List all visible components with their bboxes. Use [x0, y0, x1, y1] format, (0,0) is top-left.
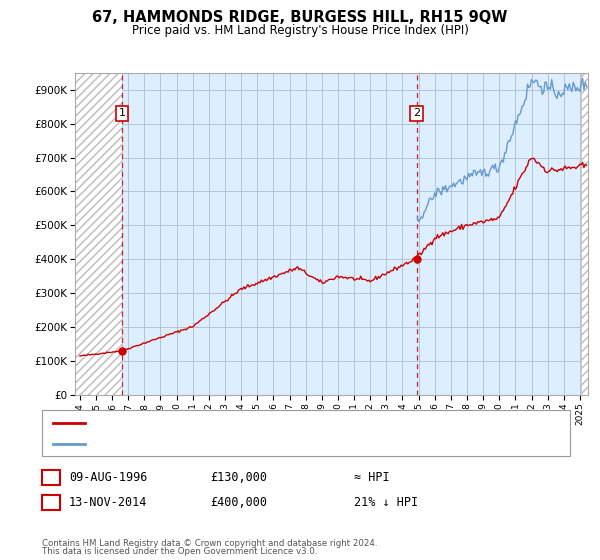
Text: £130,000: £130,000 [210, 471, 267, 484]
Bar [581, 73, 588, 395]
Text: 1: 1 [118, 109, 125, 119]
Text: This data is licensed under the Open Government Licence v3.0.: This data is licensed under the Open Gov… [42, 547, 317, 556]
Text: 2: 2 [413, 109, 420, 119]
Text: ≈ HPI: ≈ HPI [354, 471, 389, 484]
Text: 67, HAMMONDS RIDGE, BURGESS HILL, RH15 9QW (detached house): 67, HAMMONDS RIDGE, BURGESS HILL, RH15 9… [92, 418, 470, 428]
Text: 21% ↓ HPI: 21% ↓ HPI [354, 496, 418, 509]
Text: 67, HAMMONDS RIDGE, BURGESS HILL, RH15 9QW: 67, HAMMONDS RIDGE, BURGESS HILL, RH15 9… [92, 10, 508, 25]
Text: 1: 1 [47, 471, 55, 484]
Text: Contains HM Land Registry data © Crown copyright and database right 2024.: Contains HM Land Registry data © Crown c… [42, 539, 377, 548]
Text: 2: 2 [47, 496, 55, 509]
Bar [75, 73, 122, 395]
Text: HPI: Average price, detached house, Mid Sussex: HPI: Average price, detached house, Mid … [92, 439, 356, 449]
Text: £400,000: £400,000 [210, 496, 267, 509]
Text: 13-NOV-2014: 13-NOV-2014 [69, 496, 148, 509]
Text: Price paid vs. HM Land Registry's House Price Index (HPI): Price paid vs. HM Land Registry's House … [131, 24, 469, 36]
Text: 09-AUG-1996: 09-AUG-1996 [69, 471, 148, 484]
